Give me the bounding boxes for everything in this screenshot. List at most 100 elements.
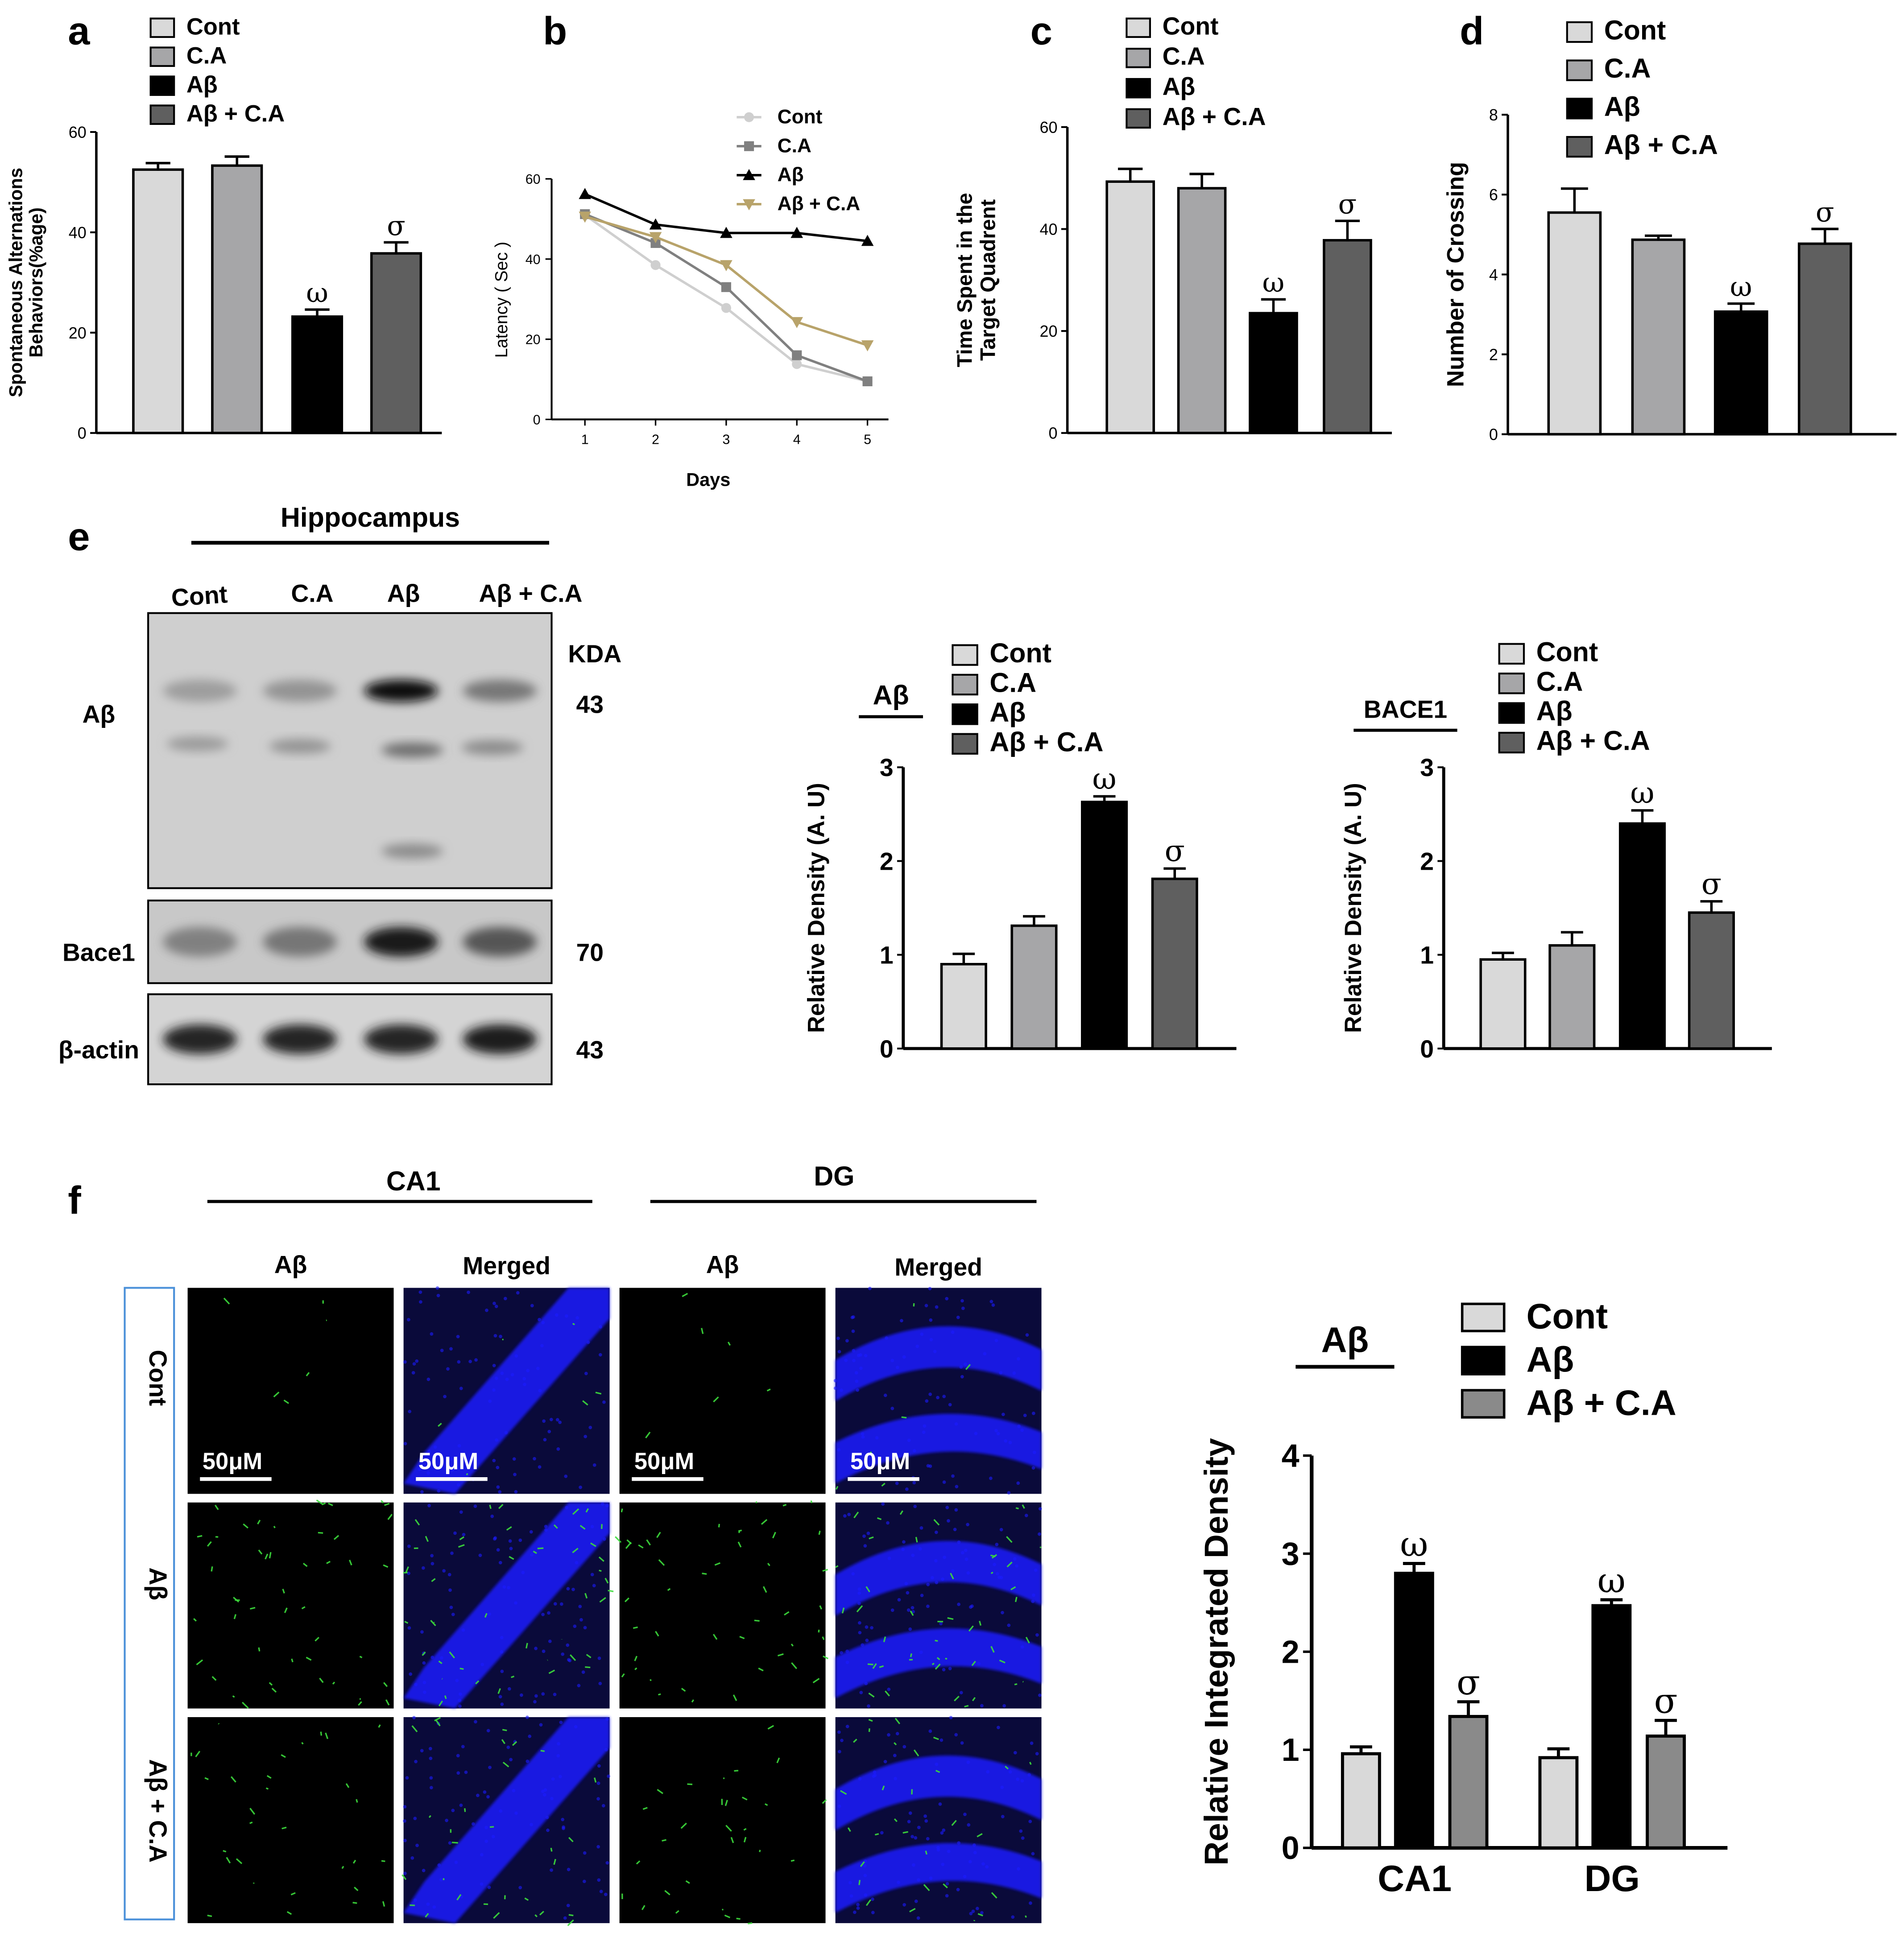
abeta-deposit xyxy=(868,1718,873,1722)
scale-bar-label: 50μM xyxy=(418,1448,478,1475)
nucleus xyxy=(599,1890,603,1893)
significance-mark: ω xyxy=(1730,272,1752,303)
abeta-deposit xyxy=(548,1669,555,1674)
nucleus xyxy=(588,1425,592,1429)
bar-C.A xyxy=(211,164,263,434)
nucleus xyxy=(514,1811,518,1815)
nucleus xyxy=(942,1668,946,1672)
nucleus xyxy=(912,1481,916,1485)
nucleus xyxy=(940,1831,944,1835)
nucleus xyxy=(974,1432,978,1436)
nucleus xyxy=(604,1892,608,1896)
nucleus xyxy=(541,1321,545,1325)
nucleus xyxy=(409,1672,413,1676)
nucleus xyxy=(924,1304,928,1308)
nucleus xyxy=(837,1730,841,1734)
nucleus xyxy=(427,1503,431,1508)
y-tick-label: 1 xyxy=(880,942,894,969)
nucleus xyxy=(895,1732,899,1735)
nucleus xyxy=(558,1421,562,1424)
nucleus xyxy=(907,1438,911,1442)
lane-label: Aβ + C.A xyxy=(479,580,583,607)
y-tick-label: 4 xyxy=(1282,1438,1300,1474)
nucleus xyxy=(468,1359,472,1363)
nucleus xyxy=(500,1636,504,1640)
abeta-deposit xyxy=(840,1790,847,1795)
legend-entry: C.A xyxy=(1604,53,1651,83)
abeta-deposit xyxy=(782,1504,787,1507)
nucleus xyxy=(925,1399,929,1403)
nucleus xyxy=(956,1888,960,1892)
nucleus xyxy=(540,1344,544,1348)
nucleus xyxy=(500,1650,504,1654)
nucleus xyxy=(490,1514,494,1518)
abeta-deposit xyxy=(414,1519,420,1526)
nucleus xyxy=(853,1910,857,1914)
abeta-deposit xyxy=(730,1837,734,1843)
abeta-deposit xyxy=(856,1605,863,1613)
nucleus xyxy=(1000,1785,1004,1789)
abeta-deposit xyxy=(195,1751,201,1757)
nucleus xyxy=(981,1862,985,1866)
abeta-deposit xyxy=(713,1396,719,1403)
nucleus xyxy=(492,1458,496,1462)
nucleus xyxy=(420,1490,424,1494)
nucleus xyxy=(934,1530,938,1534)
nucleus xyxy=(908,1627,912,1631)
nucleus xyxy=(491,1834,495,1838)
nucleus xyxy=(1024,1513,1028,1517)
legend-entry: Cont xyxy=(1526,1296,1608,1336)
y-tick-label: 2 xyxy=(1489,345,1498,363)
nucleus xyxy=(1028,1819,1032,1823)
abeta-deposit xyxy=(885,1690,890,1697)
nucleus xyxy=(556,1447,560,1451)
nucleus xyxy=(895,1481,899,1485)
legend-entry: Aβ + C.A xyxy=(778,193,861,215)
nucleus xyxy=(989,1476,993,1480)
abeta-deposit xyxy=(257,1520,261,1524)
significance-mark: σ xyxy=(1457,1663,1480,1703)
abeta-deposit xyxy=(273,1526,276,1528)
band-faint xyxy=(166,736,228,752)
nucleus xyxy=(1029,1901,1032,1905)
nucleus xyxy=(422,1661,426,1665)
abeta-deposit xyxy=(858,1879,861,1885)
abeta-deposit xyxy=(475,1680,480,1685)
nucleus xyxy=(496,1485,500,1489)
nucleus xyxy=(430,1656,435,1659)
abeta-deposit xyxy=(512,1741,517,1746)
nucleus xyxy=(928,1729,932,1733)
nucleus xyxy=(929,1318,933,1322)
legend-entry: Cont xyxy=(1604,15,1666,45)
nucleus xyxy=(960,1299,964,1303)
nucleus xyxy=(996,1432,1000,1436)
nucleus xyxy=(538,1318,541,1322)
abeta-deposit xyxy=(401,1874,407,1880)
nucleus xyxy=(602,1537,606,1541)
abeta-deposit xyxy=(572,1508,579,1515)
nucleus xyxy=(433,1445,437,1449)
point xyxy=(744,112,754,122)
nucleus xyxy=(500,1669,504,1673)
nucleus xyxy=(997,1726,1000,1730)
nucleus xyxy=(420,1749,424,1753)
abeta-deposit xyxy=(328,1503,333,1506)
abeta-deposit xyxy=(1005,1765,1009,1770)
nucleus xyxy=(873,1773,877,1777)
abeta-deposit xyxy=(822,1636,825,1640)
nucleus xyxy=(960,1741,964,1745)
band xyxy=(163,1024,237,1054)
lane-label: C.A xyxy=(291,580,333,607)
legend-entry: Aβ xyxy=(989,697,1026,727)
abeta-deposit xyxy=(883,1636,886,1643)
point xyxy=(792,359,802,369)
abeta-deposit xyxy=(568,1914,574,1916)
nucleus xyxy=(597,1878,601,1882)
abeta-deposit xyxy=(281,1826,287,1830)
bar-C.A xyxy=(1010,924,1058,1050)
legend-swatch xyxy=(1498,673,1525,694)
nucleus xyxy=(852,1349,856,1353)
nucleus xyxy=(1021,1836,1025,1840)
abeta-deposit xyxy=(950,1573,954,1579)
abeta-deposit xyxy=(650,1679,652,1681)
